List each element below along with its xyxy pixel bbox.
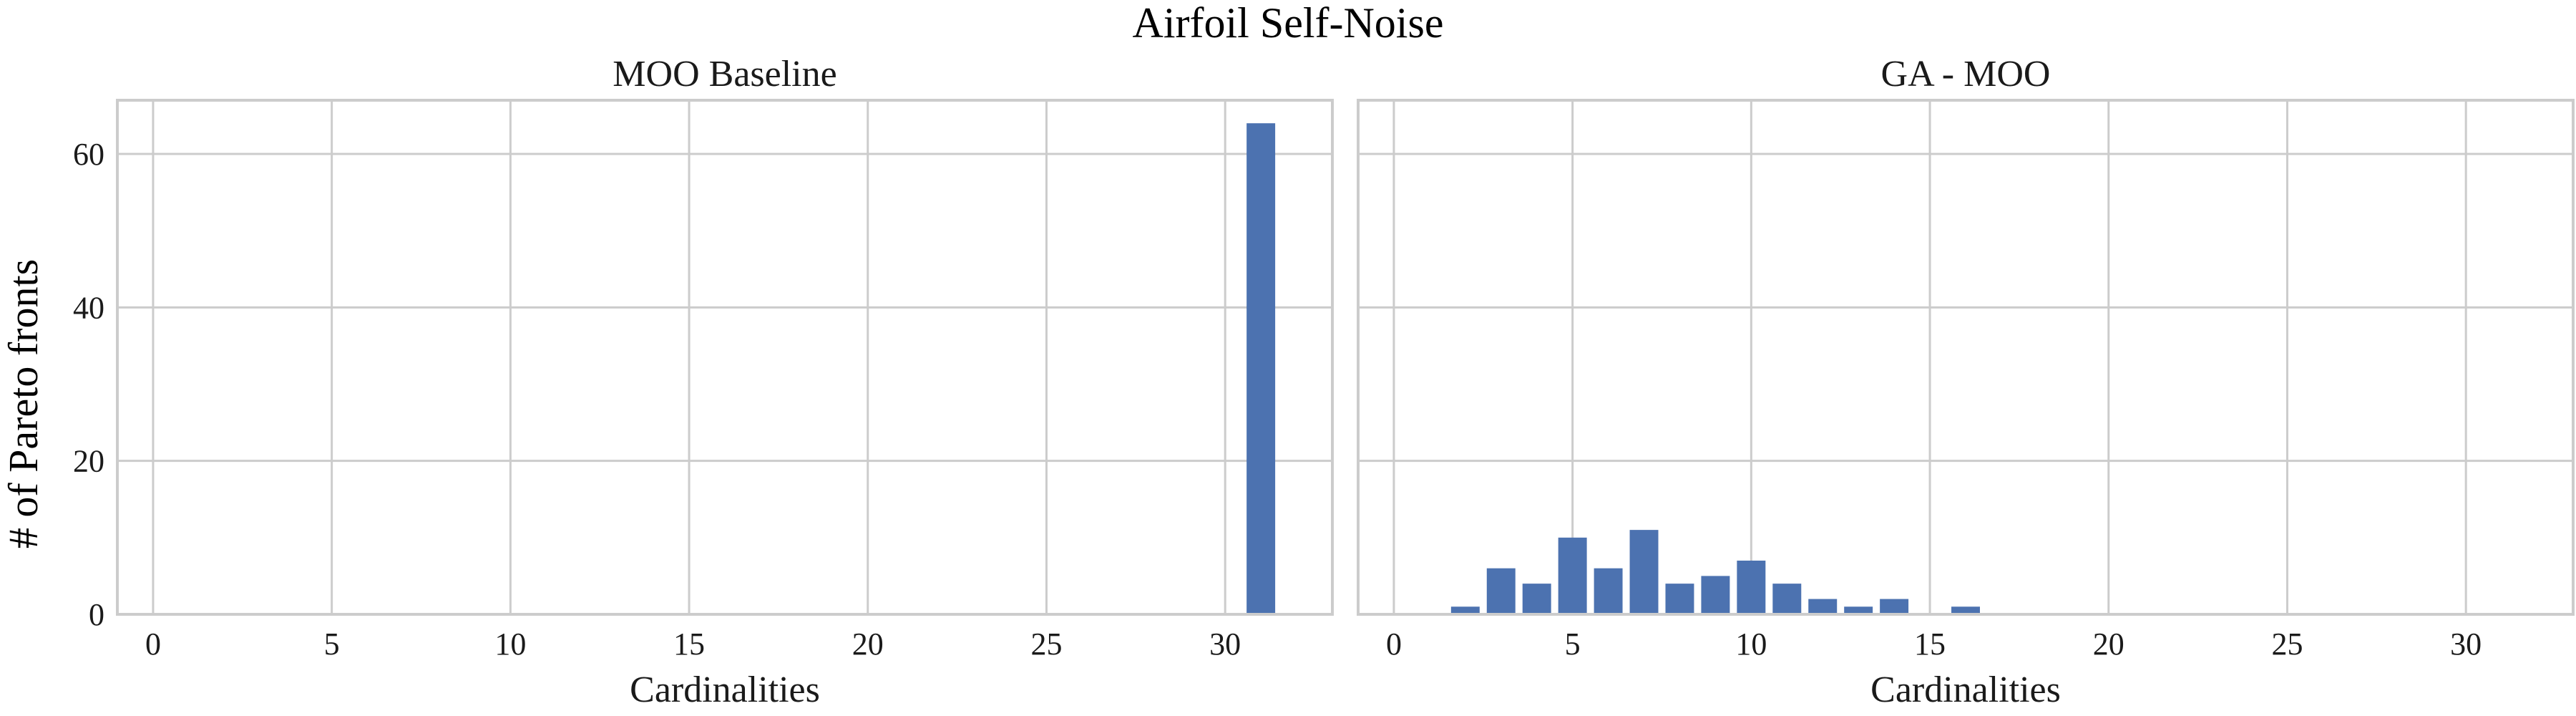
ga-moo-bar-5 — [1558, 537, 1587, 614]
moo-baseline-x-axis-label: Cardinalities — [630, 669, 820, 710]
moo-baseline-xtick-label: 5 — [324, 626, 340, 662]
moo-baseline-ytick-label: 20 — [73, 444, 104, 479]
ga-moo-bar-13 — [1844, 606, 1873, 614]
ga-moo-bar-16 — [1951, 606, 1980, 614]
moo-baseline-xtick-label: 20 — [852, 626, 884, 662]
ga-moo-bar-12 — [1808, 599, 1838, 614]
moo-baseline-axes-frame — [116, 99, 1334, 616]
ga-moo-bar-6 — [1594, 568, 1623, 614]
y-axis-label: # of Pareto fronts — [0, 259, 47, 548]
moo-baseline-xtick-label: 10 — [494, 626, 526, 662]
moo-baseline-ytick-label: 60 — [73, 137, 104, 172]
ga-moo-xtick-label: 15 — [1914, 626, 1946, 662]
moo-baseline-xtick-label: 0 — [145, 626, 161, 662]
ga-moo-title: GA - MOO — [1881, 54, 2051, 95]
panel-moo-baseline: 0 5 10 15 20 25 30 0 20 40 60 MOO Baseline Cardinali… — [73, 54, 1334, 710]
ga-moo-xtick-label: 30 — [2450, 626, 2482, 662]
ga-moo-xtick-label: 0 — [1386, 626, 1402, 662]
ga-moo-xtick-label: 5 — [1565, 626, 1581, 662]
ga-moo-xtick-label: 25 — [2271, 626, 2303, 662]
ga-moo-xtick-label: 10 — [1735, 626, 1767, 662]
ga-moo-x-axis-label: Cardinalities — [1870, 669, 2061, 710]
ga-moo-bar-10 — [1737, 560, 1766, 614]
moo-baseline-xtick-label: 25 — [1030, 626, 1062, 662]
moo-baseline-bar-31 — [1246, 123, 1276, 615]
ga-moo-bar-9 — [1701, 576, 1730, 614]
ga-moo-bar-2 — [1450, 606, 1480, 614]
ga-moo-bar-7 — [1629, 530, 1659, 614]
ga-moo-bar-14 — [1880, 599, 1909, 614]
moo-baseline-title: MOO Baseline — [613, 54, 836, 95]
moo-baseline-xtick-label: 15 — [673, 626, 705, 662]
ga-moo-bar-11 — [1772, 584, 1802, 614]
ga-moo-bar-3 — [1486, 568, 1516, 614]
figure-title: Airfoil Self-Noise — [1133, 0, 1444, 47]
moo-baseline-xtick-label: 30 — [1209, 626, 1241, 662]
moo-baseline-ytick-label: 40 — [73, 290, 104, 325]
ga-moo-bar-8 — [1665, 584, 1694, 614]
panel-ga-moo: 0 5 10 15 20 25 30 GA - MOO Cardinalities — [1357, 54, 2575, 710]
ga-moo-xtick-label: 20 — [2093, 626, 2124, 662]
ga-moo-bar-4 — [1522, 584, 1551, 614]
moo-baseline-ytick-label: 0 — [89, 597, 104, 632]
ga-moo-axes-frame — [1357, 99, 2575, 616]
